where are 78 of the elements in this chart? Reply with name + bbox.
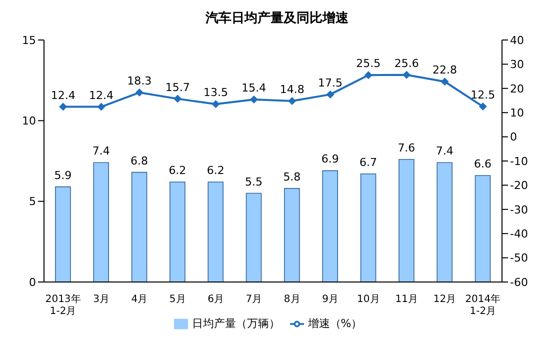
data-label: 6.2 (168, 164, 186, 177)
data-label: 15.7 (165, 80, 190, 94)
y-tick-label: 5 (29, 195, 36, 208)
x-tick-label: 11月 (395, 294, 418, 305)
y-tick-label: 0 (29, 276, 36, 289)
data-label: 6.9 (321, 152, 339, 166)
data-label: 7.4 (92, 144, 110, 158)
data-label: 14.8 (280, 82, 304, 96)
data-label: 7.4 (436, 144, 454, 158)
x-tick-label: 3月 (93, 294, 110, 305)
y2-tick-label: -60 (510, 276, 528, 289)
y2-tick-label: 40 (510, 34, 524, 47)
y2-tick-label: 30 (510, 58, 524, 72)
x-tick-label: 10月 (357, 294, 380, 305)
bar (322, 170, 338, 282)
data-label: 5.5 (245, 175, 263, 188)
x-tick-label: 9月 (322, 294, 338, 305)
y2-tick-label: -30 (510, 203, 528, 216)
point (402, 70, 411, 79)
point (97, 102, 106, 111)
y2-tick-label: -20 (510, 179, 528, 192)
x-tick-label: 2013年 1-2月 (45, 293, 81, 317)
y2-tick-label: 20 (510, 82, 524, 96)
bar (131, 172, 148, 282)
point (212, 100, 220, 108)
data-label: 6.8 (130, 154, 148, 168)
point (174, 94, 182, 103)
y2-tick-label: -40 (510, 228, 528, 241)
data-label: 6.2 (206, 164, 224, 177)
x-tick-label: 2014年 1-2月 (465, 293, 501, 317)
data-label: 6.7 (360, 156, 378, 169)
bar (246, 192, 262, 282)
x-tick-label: 4月 (131, 294, 148, 305)
x-tick-label: 8月 (284, 294, 300, 305)
point (478, 102, 487, 111)
point (250, 96, 258, 104)
point (288, 96, 296, 105)
data-label: 12.4 (89, 88, 114, 102)
data-label: 25.6 (394, 56, 419, 70)
data-label: 25.5 (356, 57, 381, 70)
data-label: 18.3 (127, 74, 152, 88)
point (364, 71, 372, 80)
bar (398, 158, 414, 282)
data-label: 7.6 (398, 141, 416, 154)
point (135, 88, 144, 97)
bar (284, 188, 300, 282)
bar (55, 186, 71, 282)
data-label: 22.8 (432, 64, 457, 77)
point (326, 90, 334, 98)
bar (360, 174, 376, 282)
y2-tick-label: -50 (510, 252, 528, 265)
bar (208, 182, 224, 282)
legend-label: 增速（%） (308, 317, 362, 330)
data-label: 12.4 (50, 88, 76, 102)
data-label: 15.4 (242, 82, 266, 95)
y-tick-label: 15 (22, 34, 36, 47)
data-label: 5.8 (283, 170, 301, 184)
x-tick-label: 5月 (169, 294, 186, 305)
x-tick-label: 6月 (208, 294, 224, 305)
y-tick-label: 10 (22, 114, 36, 128)
data-label: 6.6 (474, 158, 492, 171)
chart-title: 汽车日均产量及同比增速 (204, 10, 350, 28)
x-tick-label: 12月 (433, 294, 456, 305)
y2-tick-label: 10 (510, 106, 524, 120)
bar (170, 182, 186, 282)
data-label: 5.9 (54, 168, 72, 182)
data-label: 17.5 (318, 76, 342, 90)
bar (474, 175, 491, 282)
x-tick-label: 7月 (246, 294, 262, 305)
y2-tick-label: -10 (510, 154, 528, 168)
bar (436, 162, 453, 282)
legend-label: 日均产量（万辆） (192, 317, 280, 330)
data-label: 12.5 (470, 88, 496, 102)
point (440, 78, 449, 86)
y2-tick-label: 0 (510, 130, 517, 144)
point (59, 102, 68, 111)
data-label: 13.5 (204, 86, 228, 100)
bar (93, 162, 110, 282)
